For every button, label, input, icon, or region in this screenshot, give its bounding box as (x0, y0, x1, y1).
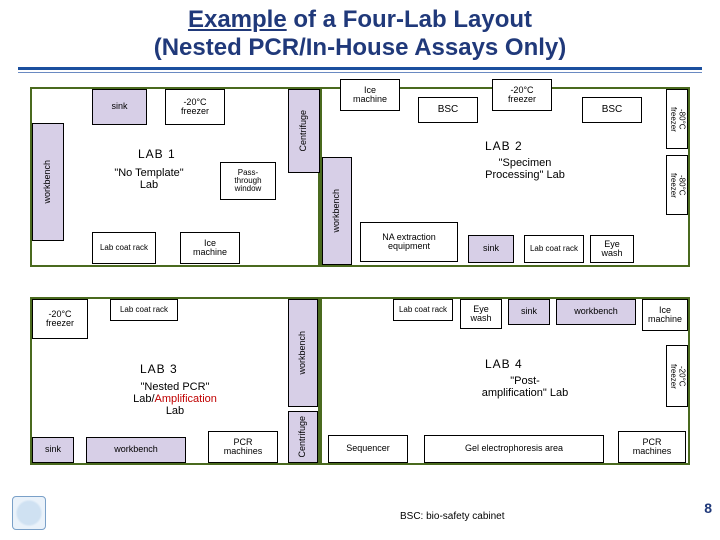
divider-main (18, 67, 702, 70)
lab2-bsc2: BSC (582, 97, 642, 123)
lab3-centrifuge: Centrifuge (288, 411, 318, 463)
lab3-labcoat: Lab coat rack (110, 299, 178, 321)
lab2-eyewash: Eye wash (590, 235, 634, 263)
title-example: Example (188, 6, 287, 33)
lab2-bsc1: BSC (418, 97, 478, 123)
lab-layout-diagram: sink -20°C freezer Centrifuge workbench … (30, 87, 690, 467)
lab2-freezer80b: -80°C freezer (666, 155, 688, 215)
lab1-sub: "No Template" Lab (94, 167, 204, 191)
footnote-bsc: BSC: bio-safety cabinet (400, 511, 505, 522)
lab4-label: LAB 4 (485, 357, 523, 371)
lab3-workbench-v: workbench (288, 299, 318, 407)
lab3-pcr: PCR machines (208, 431, 278, 463)
lab2-label: LAB 2 (485, 139, 523, 153)
lab3-label: LAB 3 (140, 362, 178, 376)
lab2-freezer20: -20°C freezer (492, 79, 552, 111)
lab4-sink: sink (508, 299, 550, 325)
lab4-sequencer: Sequencer (328, 435, 408, 463)
lab3-workbench-h: workbench (86, 437, 186, 463)
lab4-eyewash: Eye wash (460, 299, 502, 329)
lab1-workbench: workbench (32, 123, 64, 241)
lab1-label: LAB 1 (138, 147, 176, 161)
lab1-ice: Ice machine (180, 232, 240, 264)
lab4-sub: "Post- amplification" Lab (460, 375, 590, 399)
lab1-sink: sink (92, 89, 147, 125)
lab1-freezer20: -20°C freezer (165, 89, 225, 125)
lab2-na-extract: NA extraction equipment (360, 222, 458, 262)
lab2-freezer80a: -80°C freezer (666, 89, 688, 149)
lab3-freezer20: -20°C freezer (32, 299, 88, 339)
lab4-freezer20v: -20°C freezer (666, 345, 688, 407)
title-line2: (Nested PCR/In-House Assays Only) (0, 34, 720, 62)
lab4-ice: Ice machine (642, 299, 688, 331)
slide-number: 8 (704, 500, 712, 516)
lab3-sub: "Nested PCR" Lab/Amplification Lab (100, 381, 250, 417)
lab2-ice: Ice machine (340, 79, 400, 111)
lab1-labcoat: Lab coat rack (92, 232, 156, 264)
divider-sub (18, 72, 702, 73)
lab2-labcoat: Lab coat rack (524, 235, 584, 263)
lab4-workbench: workbench (556, 299, 636, 325)
lab3-sink: sink (32, 437, 74, 463)
lab2-sink: sink (468, 235, 514, 263)
lab1-passthrough: Pass- through window (220, 162, 276, 200)
lab4-gel: Gel electrophoresis area (424, 435, 604, 463)
lab2-sub: "Specimen Processing" Lab (460, 157, 590, 181)
who-logo (12, 496, 46, 530)
lab1-centrifuge: Centrifuge (288, 89, 320, 173)
lab4-labcoat: Lab coat rack (393, 299, 453, 321)
lab4-pcr: PCR machines (618, 431, 686, 463)
title-rest: of a Four-Lab Layout (287, 6, 532, 33)
lab2-workbench: workbench (322, 157, 352, 265)
